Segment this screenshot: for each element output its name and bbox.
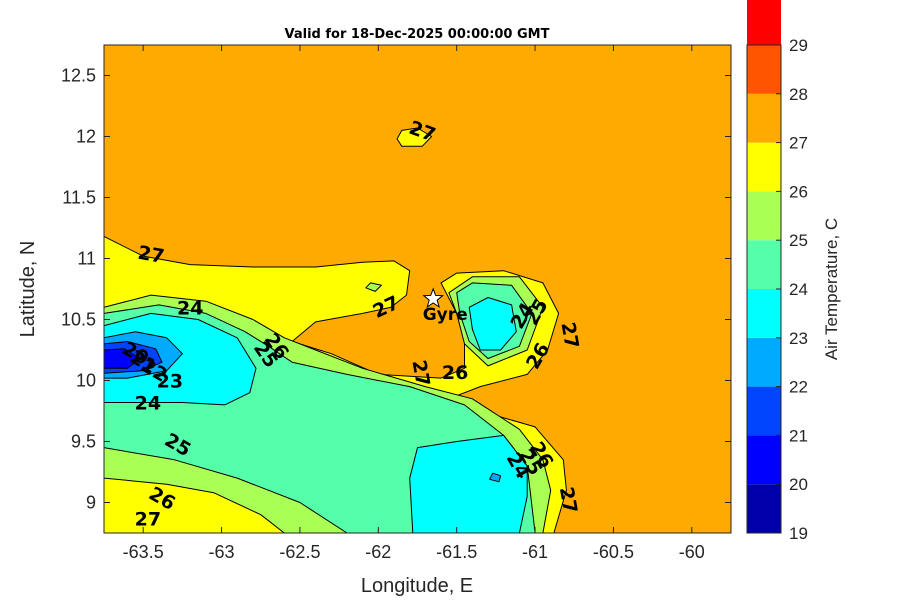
colorbar-tick-label: 27 bbox=[789, 134, 808, 153]
contour-label: 24 bbox=[177, 298, 203, 320]
contour-region-islet-north bbox=[396, 127, 433, 147]
colorbar-tick-label: 23 bbox=[789, 329, 808, 348]
x-tick-label: -60.5 bbox=[593, 542, 634, 562]
x-axis: -63.5 -63 -62.5 -62 -61.5 -61 -60.5 -60 bbox=[123, 45, 705, 562]
y-tick-label: 10 bbox=[76, 371, 96, 391]
colorbar-label: Air Temperature, C bbox=[822, 218, 841, 360]
contour-region-islet-blue bbox=[489, 472, 502, 483]
y-axis: 9 9.5 10 10.5 11 11.5 12 12.5 bbox=[61, 66, 731, 513]
x-tick-label: -63.5 bbox=[123, 542, 164, 562]
colorbar-tick-label: 21 bbox=[789, 426, 808, 445]
y-axis-label: Latitude, N bbox=[17, 241, 39, 338]
y-tick-label: 9 bbox=[86, 493, 96, 513]
contour-label: 27 bbox=[135, 509, 161, 531]
x-tick-label: -62 bbox=[365, 542, 391, 562]
y-tick-label: 12 bbox=[76, 127, 96, 147]
plot-frame bbox=[103, 44, 732, 534]
contour-label: 27 bbox=[136, 242, 166, 268]
colorbar-tick-label: 28 bbox=[789, 85, 808, 104]
colorbar-swatch bbox=[747, 337, 781, 387]
x-tick-label: -63 bbox=[209, 542, 235, 562]
colorbar-swatch bbox=[747, 484, 781, 533]
chart-title: Valid for 18-Dec-2025 00:00:00 GMT bbox=[285, 27, 550, 42]
contour-fills bbox=[104, 127, 567, 533]
star-marker-icon bbox=[422, 287, 445, 309]
colorbar-swatch bbox=[747, 386, 781, 436]
colorbar-tick-label: 20 bbox=[789, 475, 808, 494]
colorbar-tick-label: 29 bbox=[789, 36, 808, 55]
colorbar-swatch bbox=[747, 0, 781, 45]
y-tick-label: 9.5 bbox=[71, 432, 96, 452]
colorbar-swatch bbox=[747, 289, 781, 338]
contour-label: 26 bbox=[442, 362, 468, 384]
x-axis-label: Longitude, E bbox=[361, 575, 473, 597]
contour-label: 27 bbox=[555, 485, 581, 515]
contour-label: 23 bbox=[157, 371, 183, 393]
contour-region-islet-green bbox=[365, 282, 382, 292]
y-tick-label: 11.5 bbox=[62, 188, 96, 208]
y-tick-label: 12.5 bbox=[61, 66, 96, 86]
y-tick-label: 11 bbox=[77, 249, 96, 269]
colorbar: 19 20 21 22 23 24 25 26 27 28 29 bbox=[746, 0, 808, 543]
colorbar-swatch bbox=[747, 435, 781, 485]
markers: Gyre bbox=[422, 287, 468, 325]
colorbar-tick-label: 26 bbox=[789, 182, 808, 201]
contour-region-navy-west bbox=[104, 348, 141, 369]
contour-region-cyan-south bbox=[409, 434, 528, 533]
colorbar-tick-label: 25 bbox=[789, 231, 808, 250]
colorbar-tick-label: 24 bbox=[789, 280, 808, 299]
colorbar-tick-label: 19 bbox=[789, 524, 808, 543]
colorbar-swatch bbox=[747, 240, 781, 289]
contour-label: 24 bbox=[135, 393, 161, 415]
colorbar-swatch bbox=[747, 142, 781, 192]
x-tick-label: -61.5 bbox=[436, 542, 477, 562]
colorbar-tick-label: 22 bbox=[789, 378, 808, 397]
marker-label: Gyre bbox=[423, 305, 468, 325]
contour-label: 27 bbox=[556, 320, 582, 350]
x-tick-label: -61 bbox=[522, 542, 548, 562]
colorbar-swatch bbox=[747, 93, 781, 143]
x-tick-label: -60 bbox=[679, 542, 705, 562]
contour-label: 27 bbox=[408, 358, 434, 388]
y-tick-label: 10.5 bbox=[61, 310, 96, 330]
x-tick-label: -62.5 bbox=[279, 542, 320, 562]
contour-region-cyan-east bbox=[468, 297, 517, 351]
colorbar-swatch bbox=[747, 191, 781, 241]
colorbar-swatch bbox=[747, 45, 781, 94]
